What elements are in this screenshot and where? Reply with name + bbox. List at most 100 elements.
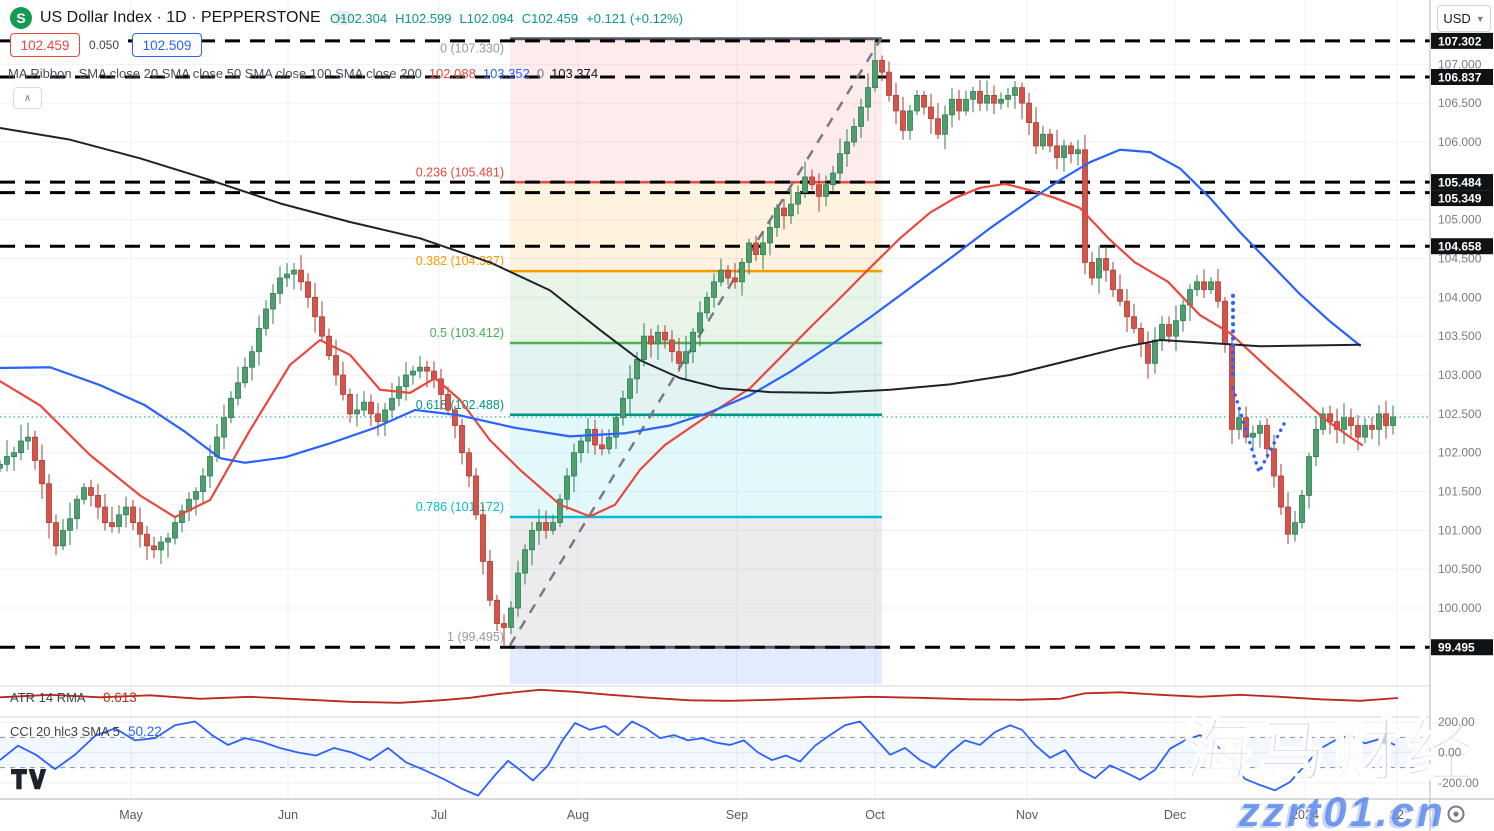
candle-body bbox=[1103, 258, 1109, 271]
ohlc-low: L102.094 bbox=[459, 11, 514, 26]
ohlc-close: C102.459 bbox=[521, 11, 579, 26]
candle-body bbox=[1236, 417, 1242, 430]
candle-body bbox=[1313, 428, 1319, 457]
currency-dropdown[interactable]: USD ▼ bbox=[1437, 5, 1491, 32]
candle-body bbox=[340, 374, 346, 395]
time-tick-label: 2024 bbox=[1291, 808, 1319, 822]
price-axis[interactable]: 107.000106.500106.000105.500105.000104.5… bbox=[1431, 32, 1493, 790]
time-tick-label: Nov bbox=[1016, 808, 1039, 822]
candle-body bbox=[935, 118, 941, 135]
axis-settings-gear-icon[interactable] bbox=[1447, 805, 1465, 823]
time-tick-label: Aug bbox=[567, 808, 589, 822]
candle-body bbox=[578, 440, 584, 454]
ma-value-sma200: 103.374 bbox=[551, 66, 599, 81]
candle-body bbox=[1019, 87, 1025, 104]
candle-body bbox=[74, 498, 80, 520]
candle-body bbox=[123, 506, 129, 516]
candle-body bbox=[60, 529, 66, 547]
buy-button[interactable]: 102.509 bbox=[132, 33, 203, 57]
symbol-title: US Dollar Index · 1D · PEPPERSTONE bbox=[40, 9, 321, 26]
price-badge bbox=[1431, 68, 1493, 85]
fib-band bbox=[510, 516, 882, 648]
candle-body bbox=[914, 94, 920, 112]
candle-body bbox=[466, 452, 472, 477]
collapse-pane-button[interactable]: ∧ bbox=[13, 87, 42, 109]
candle-body bbox=[1250, 432, 1256, 438]
gear-icon bbox=[1453, 811, 1459, 817]
candle-body bbox=[830, 172, 836, 186]
candle-body bbox=[263, 308, 269, 329]
candle-body bbox=[1369, 425, 1375, 430]
candle-body bbox=[1222, 300, 1228, 345]
candle-body bbox=[1054, 145, 1060, 158]
candle-body bbox=[95, 494, 101, 508]
fib-level-label: 0.236 (105.481) bbox=[416, 165, 504, 179]
cci-tick-label: 200.00 bbox=[1438, 715, 1475, 729]
candle-body bbox=[949, 98, 955, 116]
candle-body bbox=[417, 366, 423, 372]
candle-body bbox=[767, 227, 773, 244]
time-tick-label: Jun bbox=[278, 808, 298, 822]
candle-body bbox=[522, 549, 528, 574]
price-tick-label: 100.000 bbox=[1438, 601, 1482, 615]
candle-body bbox=[277, 277, 283, 294]
candle-body bbox=[718, 269, 724, 283]
candle-body bbox=[1292, 522, 1298, 535]
candle-body bbox=[389, 397, 395, 411]
candle-body bbox=[1362, 425, 1368, 438]
candle-body bbox=[970, 91, 976, 100]
candle-body bbox=[872, 60, 878, 89]
candle-body bbox=[88, 487, 94, 496]
ma-value-sma50: 103.352 bbox=[482, 66, 530, 81]
candle-body bbox=[291, 269, 297, 275]
price-tick-label: 101.000 bbox=[1438, 523, 1482, 537]
candle-body bbox=[991, 94, 997, 104]
candle-body bbox=[459, 425, 465, 454]
candle-body bbox=[347, 394, 353, 415]
ma-ribbon-title: MA Ribbon bbox=[8, 66, 72, 81]
candle-body bbox=[781, 207, 787, 217]
time-axis-background bbox=[0, 800, 1494, 831]
candle-body bbox=[676, 351, 682, 364]
fib-level-label: 0 (107.330) bbox=[440, 42, 504, 56]
candle-body bbox=[501, 623, 507, 628]
fib-retracement: 0 (107.330) 0.236 (105.481) 0.382 (104.337… bbox=[416, 37, 882, 685]
fib-band bbox=[510, 271, 882, 344]
time-axis[interactable]: May Jun Jul Aug Sep Oct Nov Dec 2024 22 bbox=[0, 798, 1494, 831]
candle-body bbox=[942, 114, 948, 135]
candle-body bbox=[1257, 425, 1263, 434]
candle-body bbox=[788, 203, 794, 217]
candle-body bbox=[39, 460, 45, 485]
dotted-v-mark bbox=[1231, 386, 1286, 477]
candle-body bbox=[207, 456, 213, 477]
fib-band bbox=[510, 647, 882, 685]
fib-band bbox=[510, 38, 882, 183]
candle-body bbox=[221, 417, 227, 438]
candle-body bbox=[851, 126, 857, 143]
candle-body bbox=[473, 475, 479, 516]
sell-button[interactable]: 102.459 bbox=[10, 33, 80, 57]
candle-body bbox=[361, 401, 367, 411]
tradingview-logo[interactable] bbox=[10, 766, 50, 799]
candle-body bbox=[550, 522, 556, 531]
candle-body bbox=[1089, 261, 1095, 279]
time-tick-label: 22 bbox=[1390, 808, 1404, 822]
price-badge bbox=[1431, 639, 1493, 656]
candle-body bbox=[1383, 413, 1389, 426]
candle-body bbox=[879, 60, 885, 73]
candle-body bbox=[1096, 258, 1102, 279]
candle-body bbox=[564, 475, 570, 500]
candle-body bbox=[1166, 324, 1172, 337]
candle-body bbox=[494, 599, 500, 624]
legend-collapse-button[interactable]: – bbox=[332, 11, 353, 25]
candle-body bbox=[606, 436, 612, 450]
fib-level-label: 0.5 (103.412) bbox=[430, 326, 504, 340]
candle-body bbox=[67, 518, 73, 531]
candle-body bbox=[1355, 425, 1361, 438]
candle-body bbox=[410, 370, 416, 376]
candle-body bbox=[1341, 417, 1347, 430]
domain-watermark: zzrt01.cn bbox=[1238, 788, 1446, 831]
candle-body bbox=[753, 242, 759, 256]
candle-body bbox=[1299, 494, 1305, 523]
